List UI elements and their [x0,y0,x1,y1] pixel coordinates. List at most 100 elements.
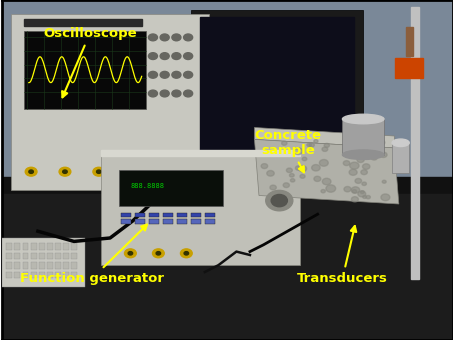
Bar [191,10,363,184]
Polygon shape [255,128,395,148]
Circle shape [29,170,34,173]
Bar [218,192,290,253]
Circle shape [183,90,193,97]
Circle shape [344,187,351,192]
Circle shape [160,71,169,78]
Bar [14,253,20,259]
Circle shape [362,164,370,169]
Circle shape [371,155,377,160]
Circle shape [324,143,329,147]
Bar [24,19,142,26]
Circle shape [128,252,133,255]
Circle shape [96,170,101,173]
Circle shape [295,166,301,170]
Bar [135,212,145,217]
Circle shape [299,166,307,172]
Circle shape [286,168,292,172]
Circle shape [309,143,314,147]
Bar [101,156,299,265]
Circle shape [297,166,303,170]
Bar [6,243,12,250]
Bar [31,253,37,259]
Circle shape [172,34,181,41]
Circle shape [355,178,361,183]
Circle shape [307,143,312,147]
Text: Concrete
sample: Concrete sample [255,129,322,172]
Circle shape [326,185,336,192]
Circle shape [180,249,192,258]
Circle shape [302,157,307,161]
Circle shape [382,180,386,183]
Bar [47,262,53,269]
Circle shape [63,170,67,173]
Circle shape [93,167,105,176]
Bar [2,194,453,340]
Circle shape [349,169,357,175]
Bar [2,177,453,194]
Polygon shape [101,150,299,156]
Bar [119,170,223,206]
Circle shape [283,183,289,188]
Bar [24,31,146,109]
Circle shape [361,191,364,193]
Circle shape [351,187,360,193]
Circle shape [375,151,381,156]
Bar [6,253,12,259]
Circle shape [160,90,169,97]
Circle shape [149,90,158,97]
Circle shape [164,170,169,173]
Circle shape [363,195,366,199]
Circle shape [172,71,181,78]
Bar [395,58,423,78]
Circle shape [377,140,385,146]
Bar [177,212,187,217]
Text: Function generator: Function generator [20,225,164,285]
Bar [205,212,215,217]
Circle shape [161,167,172,176]
Circle shape [316,166,322,170]
Circle shape [172,53,181,60]
Bar [47,253,53,259]
Circle shape [267,170,274,176]
Circle shape [183,71,193,78]
Bar [71,243,77,250]
Bar [63,243,69,250]
Circle shape [25,167,37,176]
Bar [71,262,77,269]
Text: Transducers: Transducers [297,226,388,285]
Bar [71,272,77,278]
Bar [200,17,354,163]
Bar [39,262,45,269]
Bar [23,243,29,250]
Circle shape [294,148,303,155]
Bar [342,119,384,155]
Circle shape [183,53,193,60]
Bar [205,219,215,224]
Bar [14,262,20,269]
Circle shape [260,166,265,170]
Circle shape [357,157,364,163]
Circle shape [183,34,193,41]
Circle shape [172,90,181,97]
Circle shape [184,252,188,255]
Text: Oscilloscope: Oscilloscope [43,27,137,97]
Bar [191,212,201,217]
Bar [177,219,187,224]
Circle shape [321,189,325,193]
Circle shape [361,170,367,175]
Bar [47,272,53,278]
Circle shape [344,143,350,148]
Circle shape [270,185,276,190]
Bar [392,143,409,173]
Circle shape [314,176,321,182]
Bar [149,212,159,217]
Circle shape [314,140,318,143]
Circle shape [149,71,158,78]
Bar [135,219,145,224]
Bar [23,262,29,269]
Bar [55,272,61,278]
Polygon shape [255,139,399,204]
Bar [39,243,45,250]
Circle shape [271,194,287,207]
Bar [248,182,293,194]
